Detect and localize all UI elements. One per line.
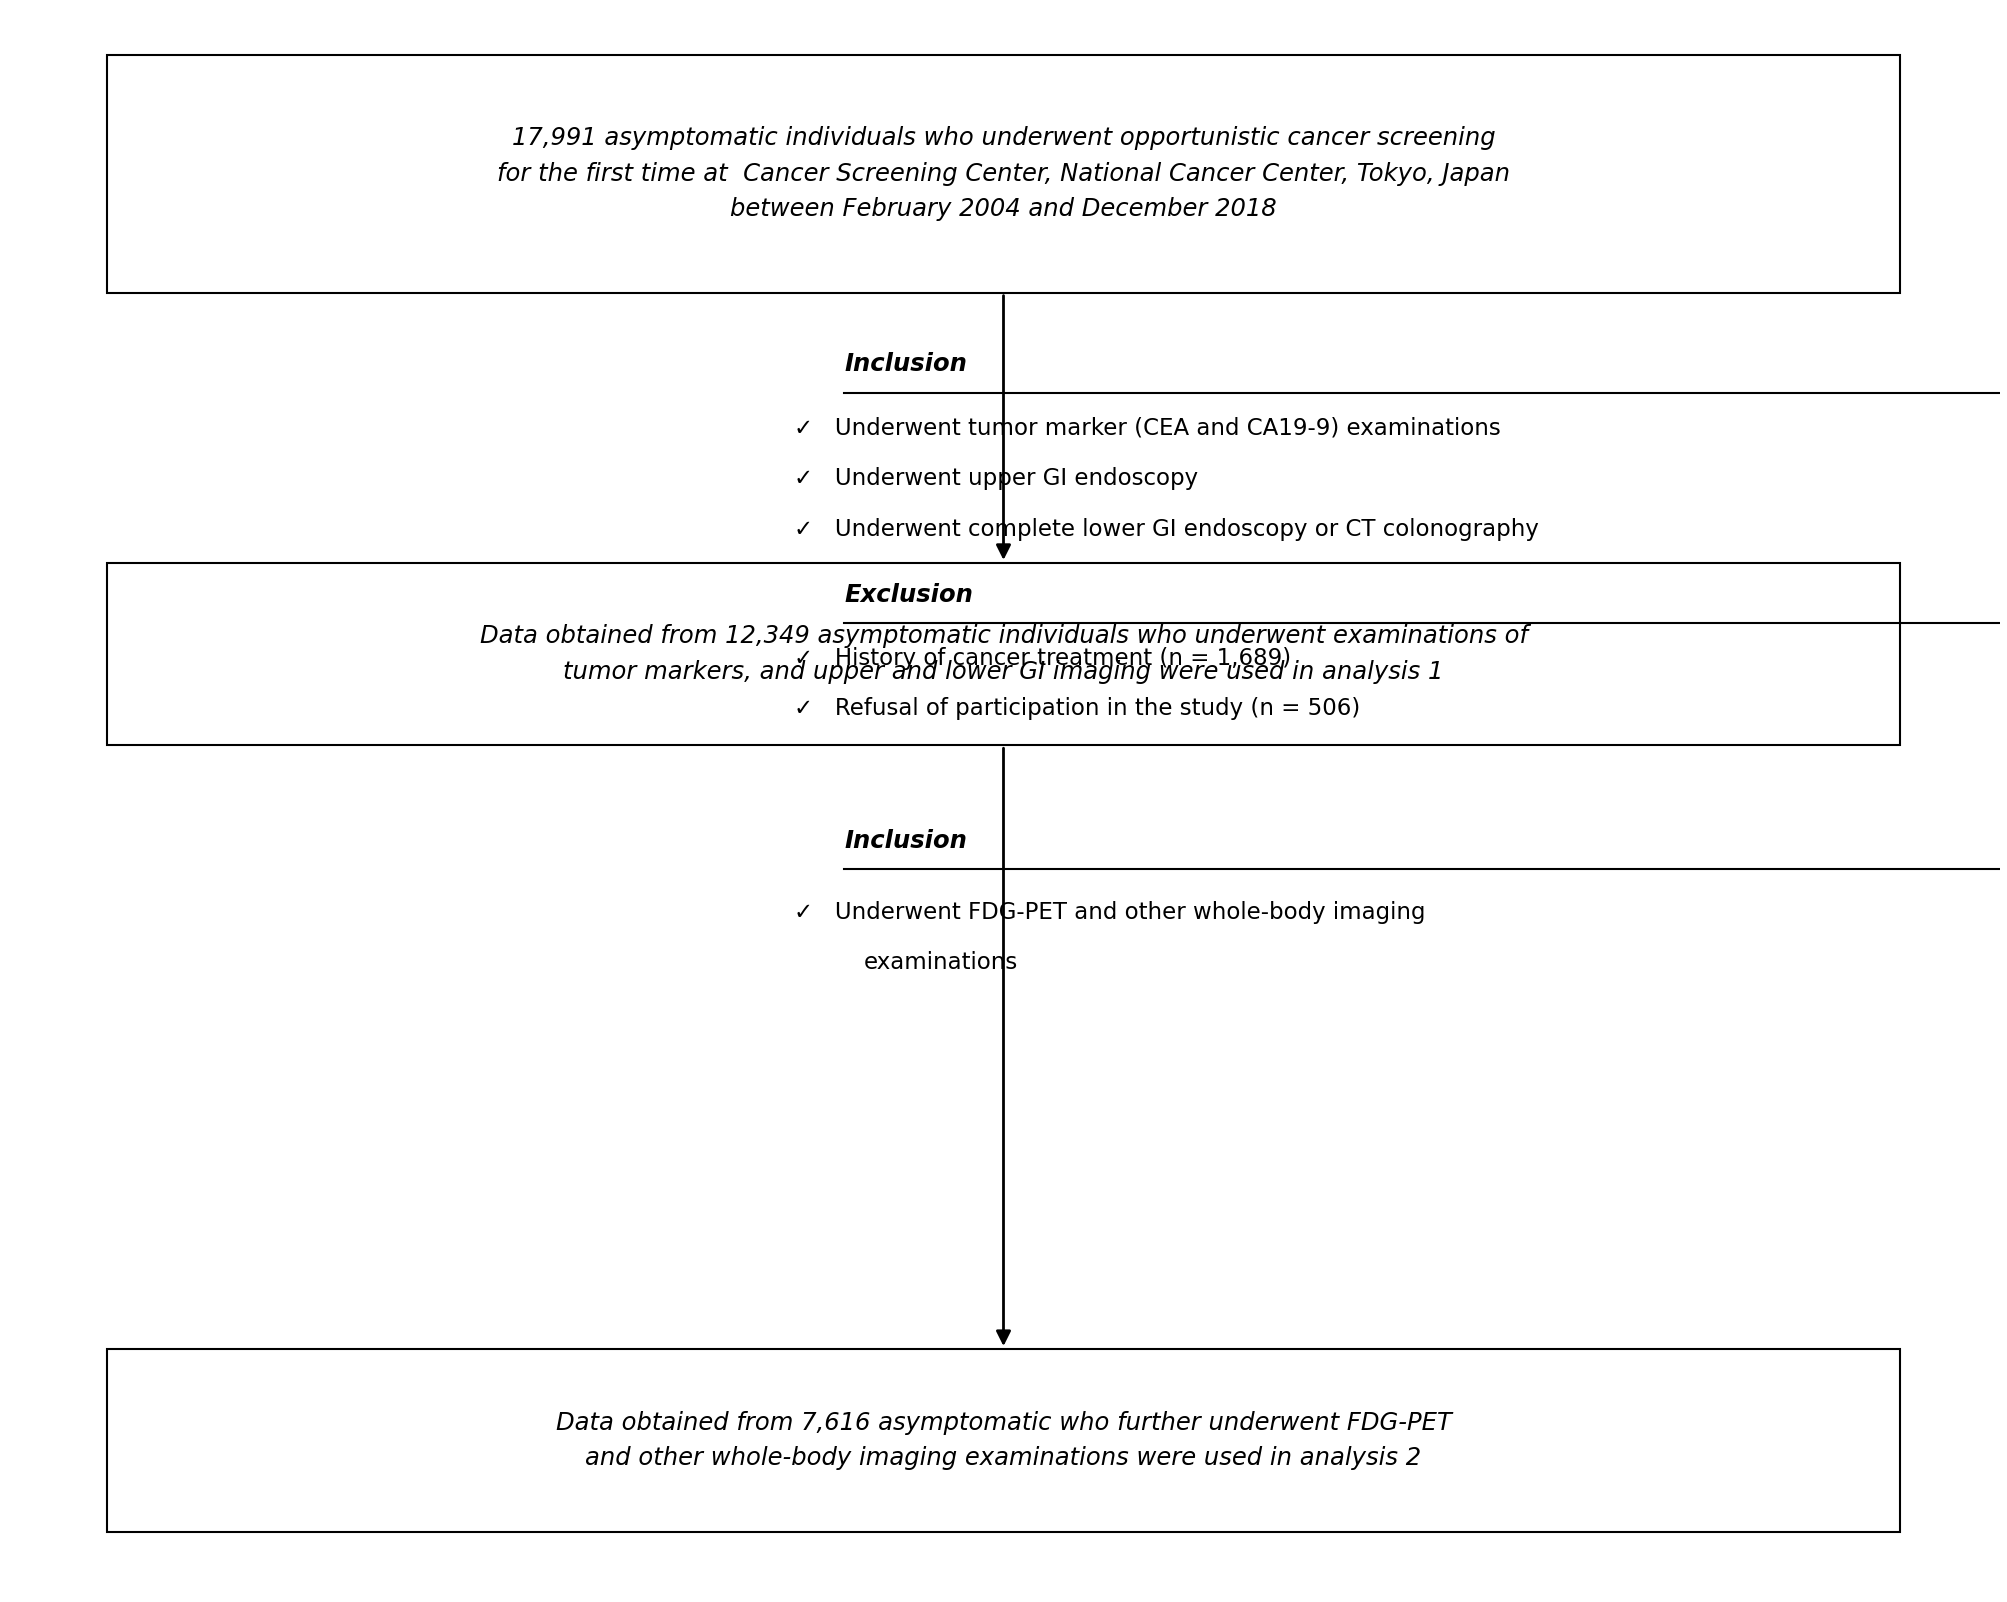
Text: Inclusion: Inclusion	[845, 828, 967, 852]
Text: Data obtained from 7,616 asymptomatic who further underwent FDG-PET
and other wh: Data obtained from 7,616 asymptomatic wh…	[556, 1410, 1451, 1471]
FancyBboxPatch shape	[106, 562, 1901, 745]
FancyBboxPatch shape	[106, 1349, 1901, 1532]
Text: examinations: examinations	[863, 952, 1018, 974]
Text: ✓   History of cancer treatment (n = 1,689): ✓ History of cancer treatment (n = 1,689…	[795, 647, 1291, 670]
Text: ✓   Underwent FDG-PET and other whole-body imaging: ✓ Underwent FDG-PET and other whole-body…	[795, 900, 1425, 924]
Text: Inclusion: Inclusion	[845, 352, 967, 376]
Text: Exclusion: Exclusion	[845, 583, 973, 607]
Text: ✓   Underwent upper GI endoscopy: ✓ Underwent upper GI endoscopy	[795, 468, 1198, 490]
Text: Data obtained from 12,349 asymptomatic individuals who underwent examinations of: Data obtained from 12,349 asymptomatic i…	[480, 625, 1527, 684]
Text: ✓   Underwent tumor marker (CEA and CA19-9) examinations: ✓ Underwent tumor marker (CEA and CA19-9…	[795, 417, 1501, 439]
Text: ✓   Refusal of participation in the study (n = 506): ✓ Refusal of participation in the study …	[795, 697, 1361, 721]
FancyBboxPatch shape	[106, 54, 1901, 293]
Text: 17,991 asymptomatic individuals who underwent opportunistic cancer screening
for: 17,991 asymptomatic individuals who unde…	[498, 127, 1509, 221]
Text: ✓   Underwent complete lower GI endoscopy or CT colonography: ✓ Underwent complete lower GI endoscopy …	[795, 517, 1539, 541]
